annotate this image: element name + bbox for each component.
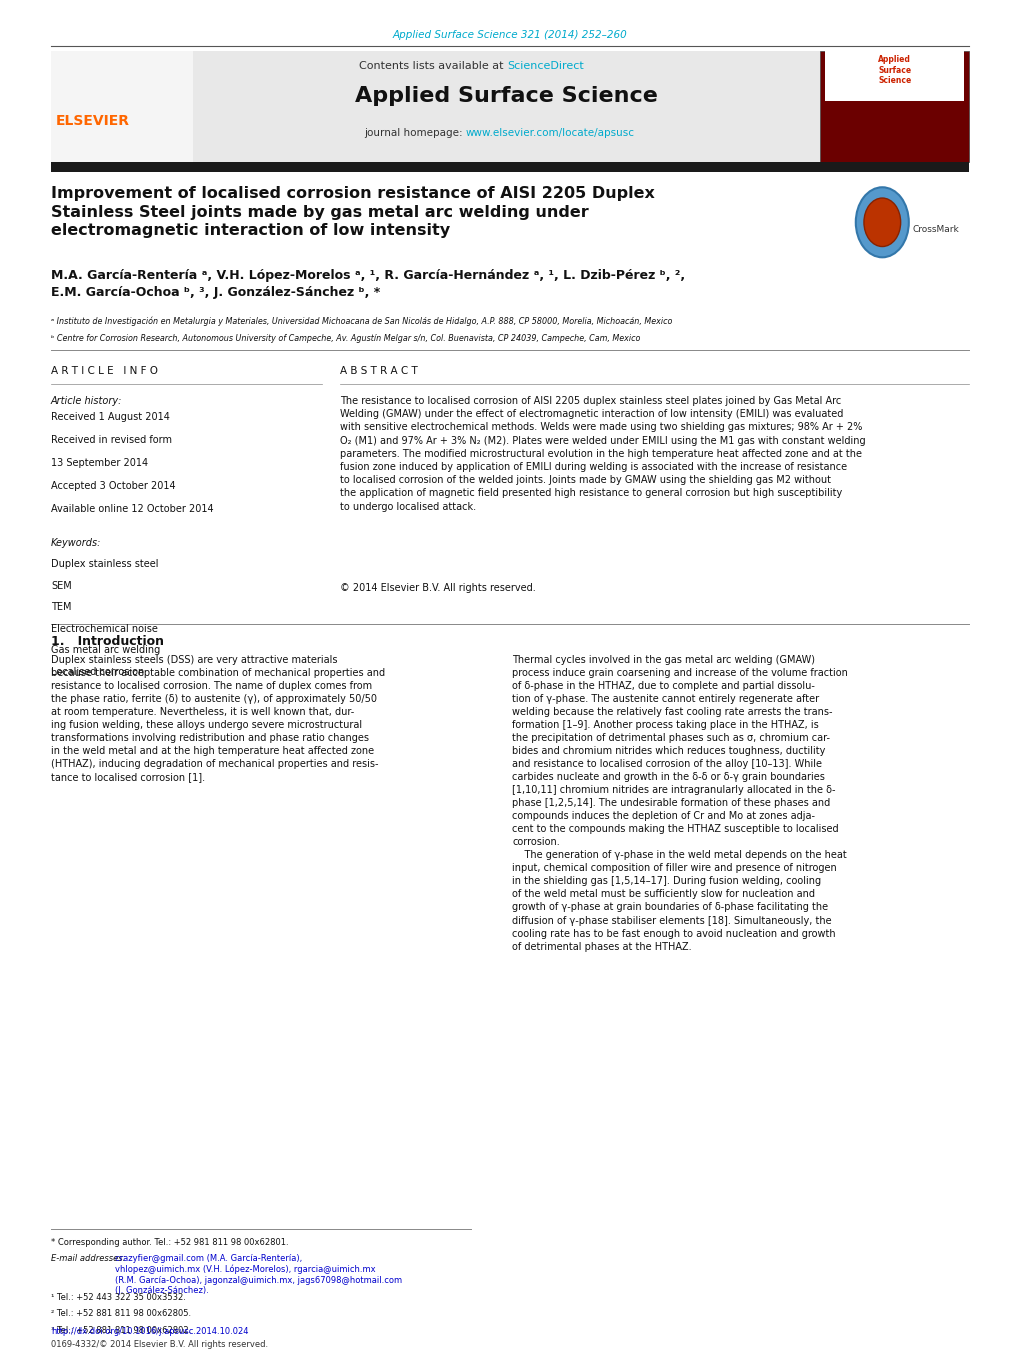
- Text: A R T I C L E   I N F O: A R T I C L E I N F O: [51, 366, 158, 377]
- Text: 1.   Introduction: 1. Introduction: [51, 635, 164, 647]
- Text: CrossMark: CrossMark: [912, 224, 959, 234]
- Text: The resistance to localised corrosion of AISI 2205 duplex stainless steel plates: The resistance to localised corrosion of…: [339, 396, 865, 512]
- Text: http://dx.doi.org/10.1016/j.apsusc.2014.10.024: http://dx.doi.org/10.1016/j.apsusc.2014.…: [51, 1327, 249, 1336]
- Text: Applied
Surface
Science: Applied Surface Science: [877, 55, 910, 85]
- Text: SEM: SEM: [51, 581, 71, 590]
- Text: ¹ Tel.: +52 443 322 35 00x3532.: ¹ Tel.: +52 443 322 35 00x3532.: [51, 1293, 185, 1302]
- Text: Received 1 August 2014: Received 1 August 2014: [51, 412, 170, 423]
- Text: Available online 12 October 2014: Available online 12 October 2014: [51, 504, 213, 513]
- Bar: [819, 51, 968, 162]
- Bar: [824, 41, 963, 101]
- Text: ScienceDirect: ScienceDirect: [506, 61, 583, 70]
- Text: E-mail addresses:: E-mail addresses:: [51, 1254, 125, 1263]
- Text: ᵇ Centre for Corrosion Research, Autonomous University of Campeche, Av. Agustín : ᵇ Centre for Corrosion Research, Autonom…: [51, 334, 640, 343]
- Bar: [51, 51, 819, 162]
- Circle shape: [855, 188, 908, 257]
- Text: M.A. García-Rentería ᵃ, V.H. López-Morelos ᵃ, ¹, R. García-Hernández ᵃ, ¹, L. Dz: M.A. García-Rentería ᵃ, V.H. López-Morel…: [51, 269, 685, 300]
- Text: Electrochemical noise: Electrochemical noise: [51, 624, 158, 634]
- Text: TEM: TEM: [51, 603, 71, 612]
- Text: Duplex stainless steels (DSS) are very attractive materials
because their accept: Duplex stainless steels (DSS) are very a…: [51, 655, 385, 782]
- Text: A B S T R A C T: A B S T R A C T: [339, 366, 418, 377]
- Text: ELSEVIER: ELSEVIER: [56, 113, 130, 128]
- Text: Applied Surface Science 321 (2014) 252–260: Applied Surface Science 321 (2014) 252–2…: [392, 30, 627, 39]
- Text: crazyfier@gmail.com (M.A. García-Rentería),
vhlopez@uimich.mx (V.H. López-Morelo: crazyfier@gmail.com (M.A. García-Renterí…: [115, 1254, 401, 1296]
- Text: ᵃ Instituto de Investigación en Metalurgia y Materiales, Universidad Michoacana : ᵃ Instituto de Investigación en Metalurg…: [51, 316, 672, 326]
- Text: 13 September 2014: 13 September 2014: [51, 458, 148, 467]
- Text: ³ Tel.: +52 881 811 98 00x62802.: ³ Tel.: +52 881 811 98 00x62802.: [51, 1325, 192, 1335]
- Text: Keywords:: Keywords:: [51, 538, 101, 547]
- Text: Localised corrosion: Localised corrosion: [51, 667, 144, 677]
- Text: Thermal cycles involved in the gas metal arc welding (GMAW)
process induce grain: Thermal cycles involved in the gas metal…: [512, 655, 847, 951]
- Text: ² Tel.: +52 881 811 98 00x62805.: ² Tel.: +52 881 811 98 00x62805.: [51, 1309, 191, 1319]
- Circle shape: [863, 199, 900, 246]
- Text: Duplex stainless steel: Duplex stainless steel: [51, 559, 158, 569]
- Text: Contents lists available at: Contents lists available at: [359, 61, 506, 70]
- Text: © 2014 Elsevier B.V. All rights reserved.: © 2014 Elsevier B.V. All rights reserved…: [339, 584, 535, 593]
- Text: * Corresponding author. Tel.: +52 981 811 98 00x62801.: * Corresponding author. Tel.: +52 981 81…: [51, 1238, 288, 1247]
- Text: journal homepage:: journal homepage:: [364, 128, 466, 138]
- Text: Applied Surface Science: Applied Surface Science: [355, 86, 657, 107]
- Text: Accepted 3 October 2014: Accepted 3 October 2014: [51, 481, 175, 490]
- Text: www.elsevier.com/locate/apsusc: www.elsevier.com/locate/apsusc: [466, 128, 635, 138]
- Text: 0169-4332/© 2014 Elsevier B.V. All rights reserved.: 0169-4332/© 2014 Elsevier B.V. All right…: [51, 1340, 268, 1350]
- Text: Improvement of localised corrosion resistance of AISI 2205 Duplex
Stainless Stee: Improvement of localised corrosion resis…: [51, 186, 654, 238]
- Text: Gas metal arc welding: Gas metal arc welding: [51, 646, 160, 655]
- Text: Article history:: Article history:: [51, 396, 122, 407]
- Text: Received in revised form: Received in revised form: [51, 435, 172, 444]
- Bar: [51, 51, 194, 162]
- Bar: [51, 162, 968, 173]
